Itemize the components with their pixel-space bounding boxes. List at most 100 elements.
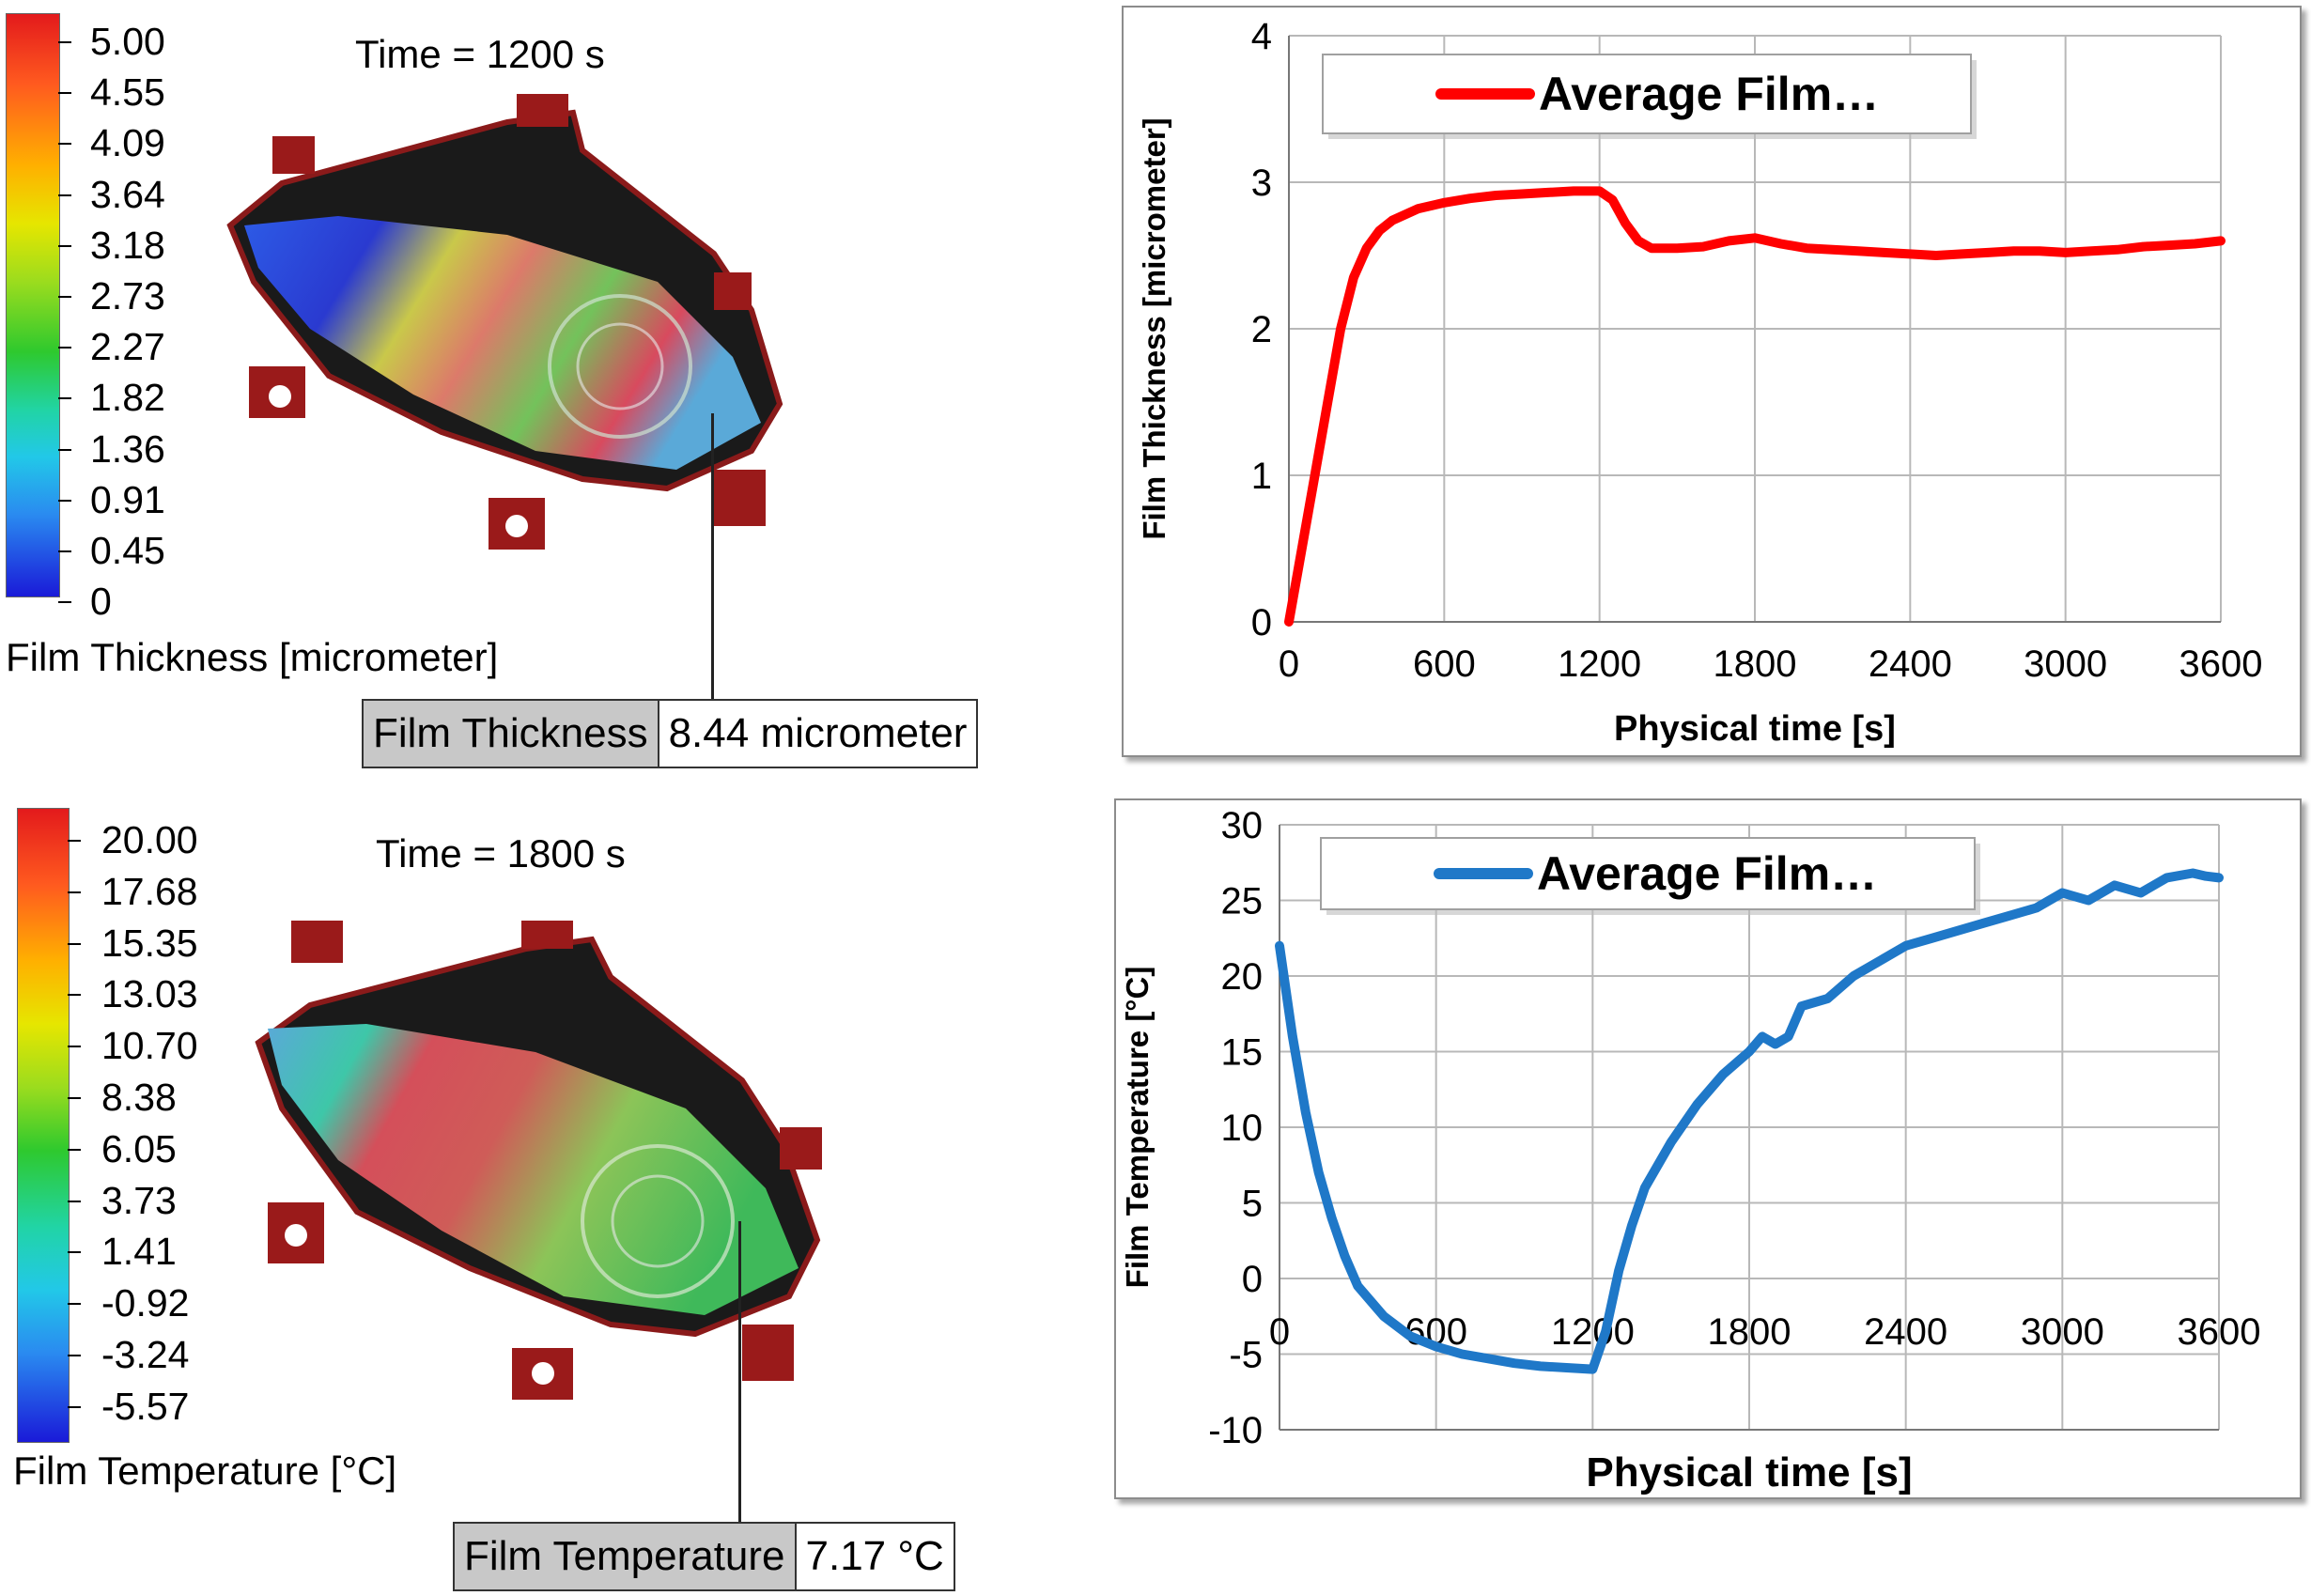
y-tick-label: 0	[1251, 602, 1272, 643]
colorbar-tick-mark	[58, 143, 71, 146]
thickness-probe-value: 8.44 micrometer	[659, 701, 977, 767]
colorbar-tick-label: 6.05	[101, 1126, 177, 1170]
temperature-legend-title: Film Temperature [°C]	[13, 1449, 397, 1493]
x-tick-label: 1800	[1708, 1311, 1791, 1353]
colorbar-tick-label: 3.18	[90, 223, 165, 267]
colorbar-tick-label: 0	[90, 580, 112, 624]
thickness-probe-readout: Film Thickness 8.44 micrometer	[362, 699, 979, 768]
colorbar-tick-mark	[68, 1148, 81, 1151]
y-axis-title: Film Temperature [°C]	[1120, 967, 1155, 1289]
x-tick-label: 3000	[2024, 643, 2107, 685]
colorbar-tick-label: 4.55	[90, 70, 165, 115]
headlamp-thickness-render	[226, 94, 783, 550]
colorbar-tick-label: 1.82	[90, 376, 165, 420]
colorbar-tick-mark	[58, 550, 71, 552]
temperature-probe-readout: Film Temperature 7.17 °C	[453, 1522, 955, 1591]
colorbar-tick-label: 17.68	[101, 869, 198, 913]
temperature-colorbar	[17, 808, 70, 1443]
temperature-probe-name: Film Temperature	[455, 1524, 797, 1589]
colorbar-tick-mark	[68, 1046, 81, 1048]
x-tick-label: 600	[1413, 643, 1476, 685]
x-tick-label: 1800	[1714, 643, 1797, 685]
colorbar-tick-label: 2.73	[90, 274, 165, 318]
colorbar-tick-label: -3.24	[101, 1333, 190, 1376]
x-tick-label: 1200	[1558, 643, 1641, 685]
colorbar-tick-mark	[68, 1405, 81, 1408]
colorbar-tick-mark	[58, 194, 71, 196]
colorbar-tick-mark	[58, 244, 71, 247]
y-tick-label: 20	[1221, 956, 1264, 998]
x-axis-title: Physical time [s]	[1586, 1449, 1912, 1495]
thickness-probe-name: Film Thickness	[364, 701, 659, 767]
x-tick-label: 0	[1269, 1311, 1290, 1353]
colorbar-tick-label: 4.09	[90, 121, 165, 165]
y-tick-label: 10	[1221, 1108, 1264, 1149]
colorbar-tick-label: 1.36	[90, 426, 165, 471]
temperature-probe-value: 7.17 °C	[796, 1524, 954, 1589]
colorbar-tick-mark	[68, 1251, 81, 1254]
series-line	[1284, 186, 2226, 627]
temperature-line-chart: 0 600 1200 1800 2400 3000 3600-10-505101520253…	[1120, 805, 2261, 1495]
colorbar-tick-label: 3.64	[90, 172, 165, 216]
colorbar-tick-label: 13.03	[101, 972, 198, 1016]
x-tick-label: 3000	[2021, 1311, 2104, 1353]
legend-box	[1320, 837, 1976, 910]
colorbar-tick-label: 0.45	[90, 529, 165, 572]
colorbar-tick-label: 10.70	[101, 1024, 198, 1068]
colorbar-tick-mark	[68, 994, 81, 997]
colorbar-tick-label: 20.00	[101, 818, 198, 861]
x-tick-label: 1200	[1551, 1311, 1635, 1353]
y-tick-label: 5	[1242, 1184, 1263, 1225]
colorbar-tick-label: 1.41	[101, 1230, 177, 1274]
y-tick-label: 0	[1242, 1259, 1263, 1300]
colorbar-tick-label: 3.73	[101, 1178, 177, 1222]
x-tick-label: 2400	[1864, 1311, 1947, 1353]
colorbar-tick-mark	[58, 397, 71, 400]
y-tick-label: 3	[1251, 163, 1272, 204]
y-tick-label: 1	[1251, 456, 1272, 497]
x-tick-label: 3600	[2178, 1311, 2261, 1353]
colorbar-tick-label: 0.91	[90, 477, 165, 521]
colorbar-tick-mark	[58, 296, 71, 298]
x-tick-label: 2400	[1869, 643, 1952, 685]
colorbar-tick-label: 2.27	[90, 325, 165, 369]
series-line	[1275, 868, 2224, 1374]
y-tick-label: -5	[1229, 1335, 1263, 1376]
y-tick-label: 25	[1221, 881, 1264, 922]
y-tick-label: -10	[1208, 1410, 1263, 1451]
temperature-time-label: Time = 1800 s	[376, 831, 626, 875]
thickness-probe-leader	[711, 413, 714, 700]
colorbar-tick-mark	[58, 92, 71, 95]
colorbar-tick-label: 5.00	[90, 20, 165, 63]
headlamp-temperature-render	[255, 921, 822, 1400]
legend-label: Average Film…	[1537, 847, 1877, 900]
colorbar-tick-label: -5.57	[101, 1384, 190, 1428]
colorbar-tick-mark	[68, 1097, 81, 1099]
colorbar-tick-mark	[58, 347, 71, 349]
y-tick-label: 2	[1251, 309, 1272, 350]
thickness-line-chart: 0 600 1200 1800 2400 3000 3600 0 1 2 3 4 Physical ti…	[1137, 16, 2263, 749]
colorbar-tick-mark	[58, 601, 71, 604]
x-tick-label: 0	[1279, 643, 1299, 685]
x-tick-label: 3600	[2179, 643, 2263, 685]
thickness-chart-frame: 0 600 1200 1800 2400 3000 3600 0 1 2 3 4 Physical ti…	[1122, 6, 2302, 757]
colorbar-tick-mark	[68, 840, 81, 842]
thickness-legend-title: Film Thickness [micrometer]	[6, 635, 499, 679]
colorbar-tick-mark	[68, 1200, 81, 1202]
y-tick-label: 4	[1251, 16, 1272, 57]
thickness-time-label: Time = 1200 s	[355, 32, 605, 76]
colorbar-tick-mark	[58, 448, 71, 451]
colorbar-tick-label: 15.35	[101, 921, 198, 965]
legend-box	[1322, 54, 1972, 134]
temperature-chart-frame: 0 600 1200 1800 2400 3000 3600 -10 -5 0 5 10 15 20 25 3…	[1114, 798, 2302, 1499]
y-tick-label: 15	[1221, 1032, 1264, 1074]
colorbar-tick-label: -0.92	[101, 1281, 190, 1325]
x-axis-title: Physical time [s]	[1614, 709, 1896, 749]
y-tick-label: 30	[1221, 805, 1264, 846]
y-axis-title: Film Thickness [micrometer]	[1137, 117, 1171, 539]
temperature-field-panel: 20.00 17.68 15.35 13.03 10.70 8.38 6.05 3.73 1.4…	[0, 798, 1071, 1596]
thickness-field-panel: 5.00 4.55 4.09 3.64 3.18 2.73 2.27 1.82 1.36 0.91…	[0, 0, 1071, 789]
legend-label: Average Film…	[1539, 68, 1879, 120]
colorbar-tick-label: 8.38	[101, 1076, 177, 1119]
temperature-probe-leader	[738, 1221, 741, 1533]
